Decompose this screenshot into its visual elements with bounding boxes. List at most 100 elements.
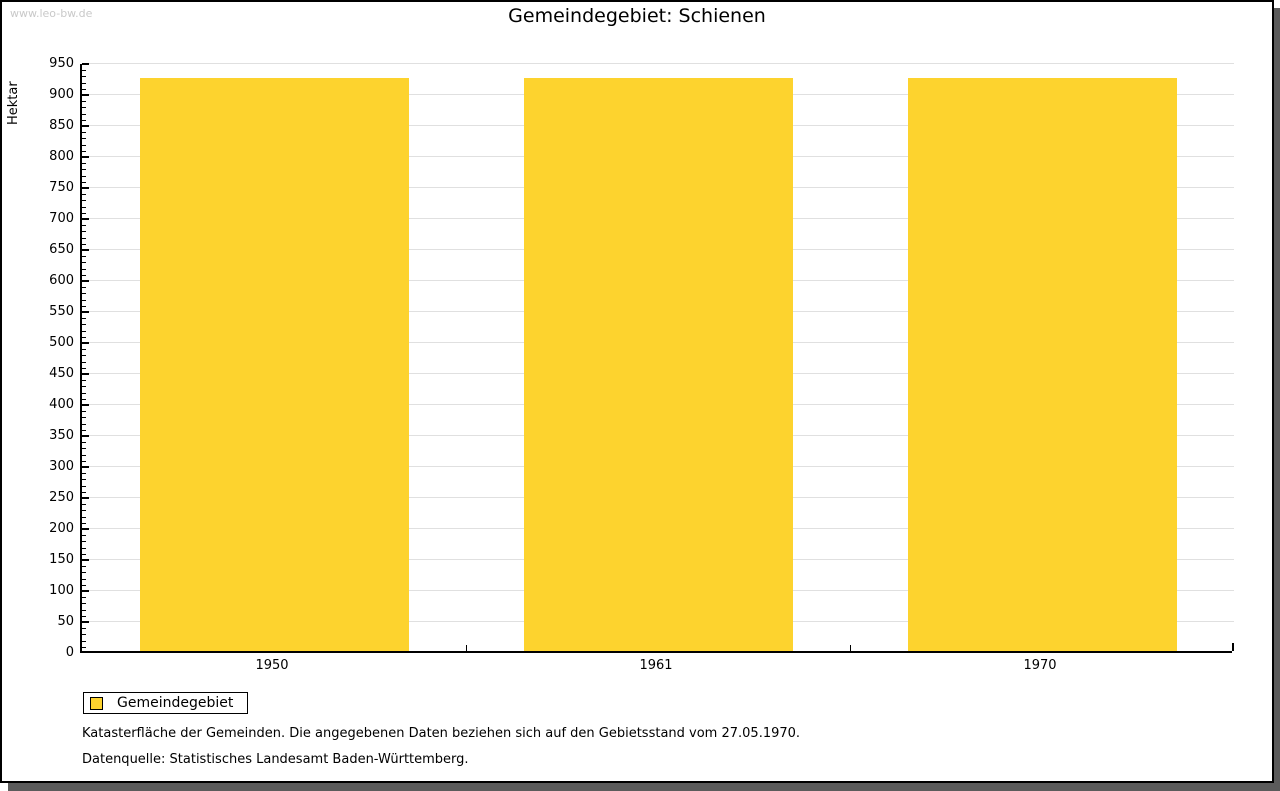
y-minor-tick bbox=[82, 640, 86, 642]
y-minor-tick bbox=[82, 572, 86, 574]
y-minor-tick bbox=[82, 169, 86, 171]
y-minor-tick bbox=[82, 194, 86, 196]
y-minor-tick bbox=[82, 553, 86, 555]
y-minor-tick bbox=[82, 442, 86, 444]
y-tick-label: 300 bbox=[49, 459, 74, 474]
y-tick-label: 250 bbox=[49, 490, 74, 505]
y-major-tick bbox=[82, 94, 89, 96]
bar bbox=[523, 77, 793, 651]
bar bbox=[907, 77, 1177, 651]
y-tick-label: 200 bbox=[49, 521, 74, 536]
y-minor-tick bbox=[82, 522, 86, 524]
footnote-data-source: Datenquelle: Statistisches Landesamt Bad… bbox=[82, 752, 469, 767]
y-minor-tick bbox=[82, 163, 86, 165]
y-minor-tick bbox=[82, 473, 86, 475]
y-minor-tick bbox=[82, 485, 86, 487]
x-tick-label: 1961 bbox=[639, 658, 673, 673]
y-minor-tick bbox=[82, 107, 86, 109]
y-major-tick bbox=[82, 621, 89, 623]
y-minor-tick bbox=[82, 547, 86, 549]
y-tick-label: 800 bbox=[49, 149, 74, 164]
y-minor-tick bbox=[82, 392, 86, 394]
y-minor-tick bbox=[82, 88, 86, 90]
y-minor-tick bbox=[82, 646, 86, 648]
y-minor-tick bbox=[82, 411, 86, 413]
y-tick-label: 900 bbox=[49, 87, 74, 102]
y-minor-tick bbox=[82, 138, 86, 140]
y-minor-tick bbox=[82, 82, 86, 84]
y-major-tick bbox=[82, 373, 89, 375]
y-major-tick bbox=[82, 559, 89, 561]
chart-title: Gemeindegebiet: Schienen bbox=[508, 5, 766, 27]
y-minor-tick bbox=[82, 256, 86, 258]
y-major-tick bbox=[82, 249, 89, 251]
y-tick-label: 700 bbox=[49, 211, 74, 226]
x-axis-labels: 1950 1961 1970 bbox=[80, 658, 1232, 676]
x-boundary-tick bbox=[850, 645, 851, 651]
y-minor-tick bbox=[82, 268, 86, 270]
y-minor-tick bbox=[82, 460, 86, 462]
y-major-tick bbox=[82, 156, 89, 158]
y-minor-tick bbox=[82, 380, 86, 382]
y-minor-tick bbox=[82, 535, 86, 537]
y-minor-tick bbox=[82, 454, 86, 456]
y-minor-tick bbox=[82, 355, 86, 357]
y-minor-tick bbox=[82, 305, 86, 307]
y-minor-tick bbox=[82, 367, 86, 369]
y-minor-tick bbox=[82, 578, 86, 580]
x-tick-label: 1970 bbox=[1023, 658, 1057, 673]
y-major-tick bbox=[82, 590, 89, 592]
y-minor-tick bbox=[82, 336, 86, 338]
y-tick-label: 0 bbox=[65, 645, 74, 660]
y-tick-label: 350 bbox=[49, 428, 74, 443]
y-minor-tick bbox=[82, 293, 86, 295]
y-minor-tick bbox=[82, 101, 86, 103]
y-minor-tick bbox=[82, 516, 86, 518]
legend-series-label: Gemeindegebiet bbox=[117, 695, 234, 711]
legend-color-swatch bbox=[90, 696, 103, 710]
y-minor-tick bbox=[82, 504, 86, 506]
y-major-tick bbox=[82, 125, 89, 127]
y-minor-tick bbox=[82, 566, 86, 568]
x-end-tick bbox=[1232, 643, 1234, 651]
y-major-tick bbox=[82, 311, 89, 313]
y-minor-tick bbox=[82, 615, 86, 617]
y-tick-label: 150 bbox=[49, 552, 74, 567]
y-minor-tick bbox=[82, 628, 86, 630]
y-major-tick bbox=[82, 187, 89, 189]
y-minor-tick bbox=[82, 603, 86, 605]
y-major-tick bbox=[82, 342, 89, 344]
y-minor-tick bbox=[82, 541, 86, 543]
x-tick-label: 1950 bbox=[255, 658, 289, 673]
y-minor-tick bbox=[82, 113, 86, 115]
y-minor-tick bbox=[82, 510, 86, 512]
y-major-tick bbox=[82, 435, 89, 437]
y-minor-tick bbox=[82, 225, 86, 227]
y-minor-tick bbox=[82, 318, 86, 320]
y-tick-label: 50 bbox=[57, 614, 74, 629]
y-minor-tick bbox=[82, 132, 86, 134]
y-minor-tick bbox=[82, 609, 86, 611]
y-minor-tick bbox=[82, 144, 86, 146]
y-minor-tick bbox=[82, 70, 86, 72]
x-boundary-tick bbox=[466, 645, 467, 651]
bar bbox=[139, 77, 409, 651]
y-minor-tick bbox=[82, 200, 86, 202]
y-minor-tick bbox=[82, 597, 86, 599]
y-tick-label: 600 bbox=[49, 273, 74, 288]
y-minor-tick bbox=[82, 119, 86, 121]
y-minor-tick bbox=[82, 274, 86, 276]
y-minor-tick bbox=[82, 175, 86, 177]
y-tick-label: 650 bbox=[49, 242, 74, 257]
y-minor-tick bbox=[82, 330, 86, 332]
y-minor-tick bbox=[82, 324, 86, 326]
y-minor-tick bbox=[82, 417, 86, 419]
y-minor-tick bbox=[82, 206, 86, 208]
y-tick-label: 550 bbox=[49, 304, 74, 319]
y-minor-tick bbox=[82, 386, 86, 388]
y-minor-tick bbox=[82, 237, 86, 239]
y-minor-tick bbox=[82, 479, 86, 481]
chart-plot-area bbox=[80, 63, 1234, 653]
